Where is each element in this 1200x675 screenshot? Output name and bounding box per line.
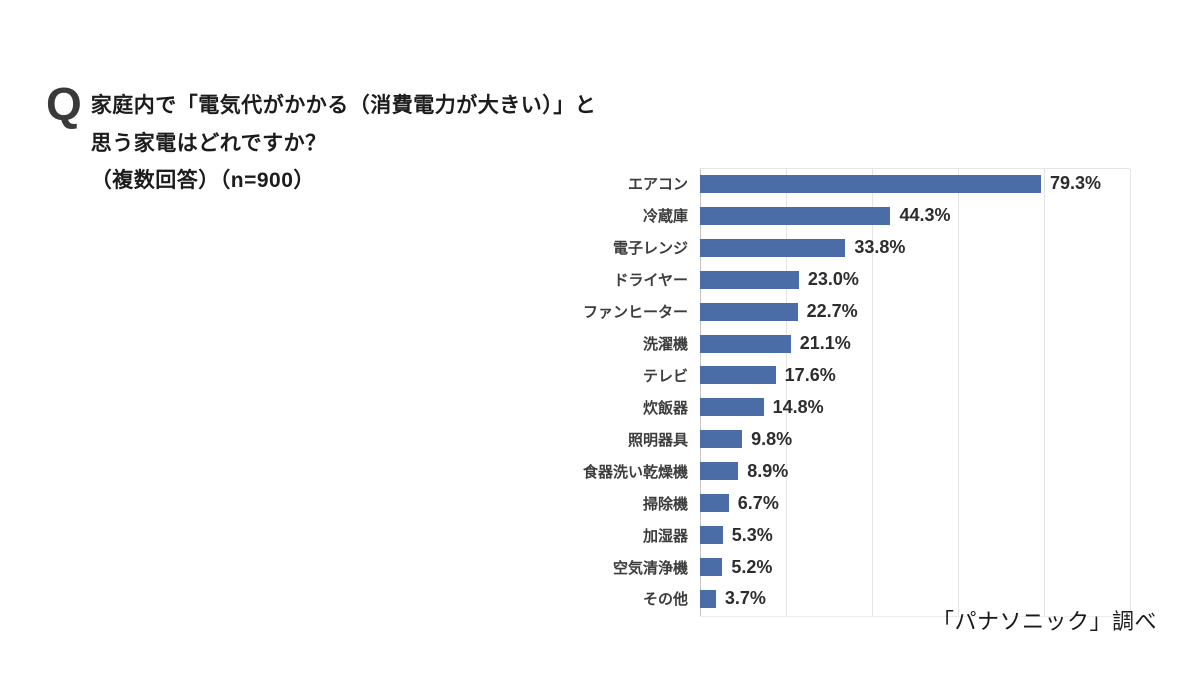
bar-track: 44.3% [700,200,1130,232]
bar [700,558,723,577]
chart-row: 掃除機 6.7% [550,487,1200,519]
bar [700,334,791,353]
bar-track: 9.8% [700,423,1130,455]
value-label: 79.3% [1049,173,1102,194]
bar [700,430,743,449]
plot-area [700,168,1131,617]
value-label: 3.7% [724,588,766,609]
chart-rows: エアコン 79.3% 冷蔵庫 44.3% 電子レンジ 33.8% ドライヤー 23.0% ファン… [550,168,1200,615]
bar [700,206,891,225]
gridline [872,169,873,616]
category-label: 炊飯器 [642,399,688,417]
bar [700,589,716,608]
category-label: 食器洗い乾燥機 [582,463,688,481]
bar-chart: エアコン 79.3% 冷蔵庫 44.3% 電子レンジ 33.8% ドライヤー 23.0% ファン… [550,168,1200,617]
category-label: 冷蔵庫 [642,208,688,226]
question-text-line-2: 思う家電はどれですか？ [90,131,327,155]
gridline [1044,169,1045,616]
bar [700,398,764,417]
bar-track: 33.8% [700,232,1130,264]
chart-row: ドライヤー 23.0% [550,264,1200,296]
chart-row: 電子レンジ 33.8% [550,232,1200,264]
bar-track: 5.2% [700,551,1130,583]
question-marker: Q [46,78,82,130]
bar [700,238,846,257]
gridline [1130,169,1131,616]
value-label: 23.0% [807,269,859,290]
value-label: 17.6% [784,364,836,385]
bar-track: 3.7% [700,583,1130,615]
bar-track: 79.3% [700,168,1130,200]
question-text-line-1: 家庭内で「電気代がかかる（消費電力が大きい）」と [90,94,597,117]
category-label: テレビ [642,367,688,385]
chart-row: 冷蔵庫 44.3% [550,200,1200,232]
category-label: 加湿器 [642,527,688,545]
bar-track: 14.8% [700,391,1130,423]
bar-track: 23.0% [700,264,1130,296]
chart-row: 空気清浄機 5.2% [550,551,1200,583]
gridline [958,169,959,616]
value-label: 33.8% [854,237,906,258]
bar-track: 22.7% [700,296,1130,328]
value-label: 44.3% [899,205,951,226]
bar [700,270,799,289]
category-label: 照明器具 [627,431,688,449]
category-label: 空気清浄機 [612,559,688,577]
category-label: ファンヒーター [582,304,688,322]
bar-track: 17.6% [700,360,1130,392]
category-label: 洗濯機 [642,336,688,354]
y-axis-line [700,169,701,616]
category-label: 電子レンジ [612,240,688,258]
category-label: エアコン [627,176,688,194]
chart-row: ファンヒーター 22.7% [550,296,1200,328]
category-label: その他 [642,591,688,609]
chart-row: その他 3.7% [550,583,1200,615]
chart-row: 加湿器 5.3% [550,519,1200,551]
chart-row: テレビ 17.6% [550,360,1200,392]
gridline [786,169,787,616]
question-text-line-3: （複数回答）（n=900） [90,169,315,192]
value-label: 9.8% [751,428,793,449]
bar [700,462,739,481]
bar [700,302,798,321]
value-label: 5.3% [731,524,773,545]
bar-track: 8.9% [700,455,1130,487]
chart-row: 炊飯器 14.8% [550,391,1200,423]
value-label: 14.8% [772,396,824,417]
bar [700,366,776,385]
value-label: 5.2% [731,556,773,577]
source-note: 「パナソニック」調べ [932,609,1158,634]
chart-row: エアコン 79.3% [550,168,1200,200]
chart-row: 食器洗い乾燥機 8.9% [550,455,1200,487]
category-label: ドライヤー [613,272,688,290]
bar-track: 6.7% [700,487,1130,519]
bar [700,526,723,545]
value-label: 6.7% [737,492,779,513]
chart-row: 洗濯機 21.1% [550,328,1200,360]
bar [700,494,729,513]
value-label: 22.7% [806,301,858,322]
bar-track: 21.1% [700,328,1130,360]
category-label: 掃除機 [642,495,688,513]
question-block: Q 家庭内で「電気代がかかる（消費電力が大きい）」と 思う家電はどれですか？ （… [46,78,597,200]
question-text: 家庭内で「電気代がかかる（消費電力が大きい）」と 思う家電はどれですか？ （複数… [91,84,597,200]
bar-track: 5.3% [700,519,1130,551]
value-label: 21.1% [799,333,851,354]
chart-row: 照明器具 9.8% [550,423,1200,455]
value-label: 8.9% [747,460,789,481]
bar [700,174,1041,193]
